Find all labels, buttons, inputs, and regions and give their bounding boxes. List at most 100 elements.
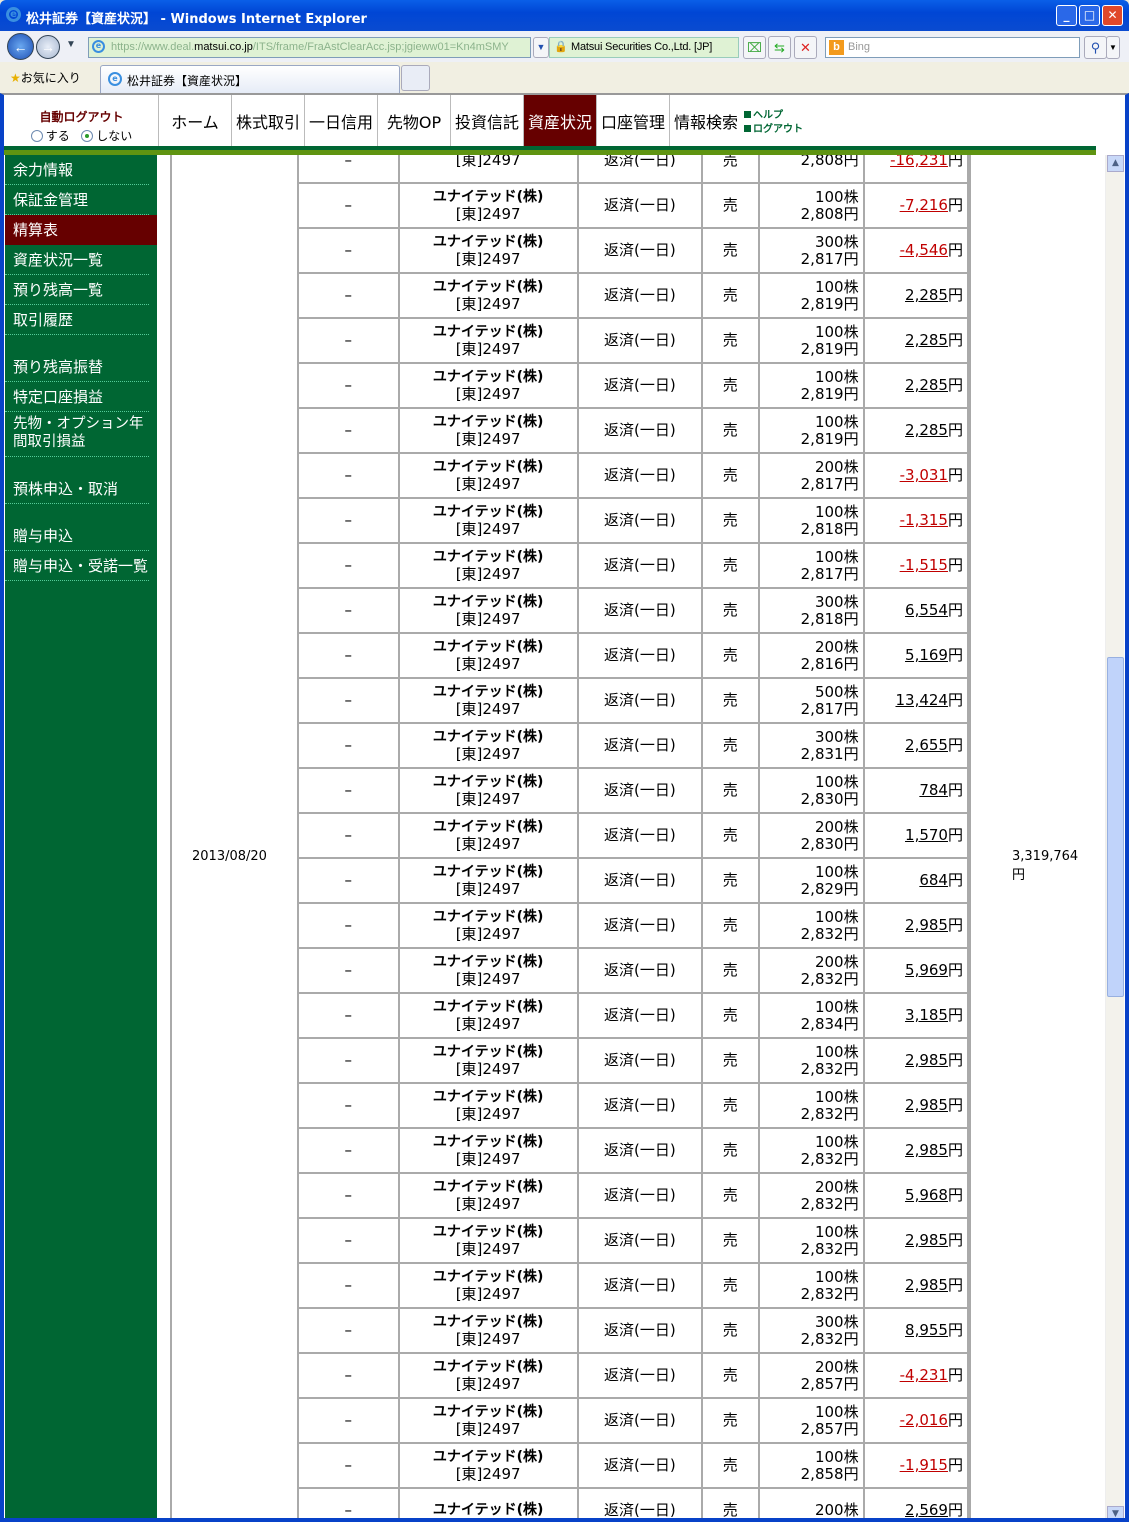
sidebar-item[interactable]: 特定口座損益: [5, 382, 149, 412]
auto-logout-yes[interactable]: する: [30, 129, 70, 143]
nav-item[interactable]: 投資信託: [450, 95, 523, 150]
profit-loss-link[interactable]: 2,285: [905, 421, 948, 439]
cell-trade-type: 返済(一日): [576, 407, 704, 454]
profit-loss-link[interactable]: -4,231: [899, 1366, 948, 1384]
cell-dash: –: [297, 722, 400, 769]
profit-loss-link[interactable]: -2,016: [899, 1411, 948, 1429]
cell-qty-price: 100株 2,817円: [757, 542, 865, 589]
yen-unit: 円: [947, 646, 963, 664]
back-button[interactable]: ←: [7, 33, 34, 60]
nav-item[interactable]: ホーム: [158, 95, 231, 150]
profit-loss-link[interactable]: 2,285: [905, 376, 948, 394]
nav-item[interactable]: 口座管理: [596, 95, 669, 150]
sidebar-item[interactable]: 取引履歴: [5, 305, 149, 335]
sidebar-item[interactable]: 贈与申込・受諾一覧: [5, 551, 149, 581]
nav-item[interactable]: 先物OP: [377, 95, 450, 150]
stop-icon[interactable]: ✕: [794, 36, 817, 59]
profit-loss-link[interactable]: 2,985: [905, 1096, 948, 1114]
address-bar[interactable]: e https://www.deal.matsui.co.jp/ITS/fram…: [88, 37, 531, 58]
compatibility-view-icon[interactable]: ⌧: [743, 36, 766, 59]
profit-loss-link[interactable]: -4,546: [899, 241, 948, 259]
profit-loss-link[interactable]: 5,968: [905, 1186, 948, 1204]
favorites-button[interactable]: ★お気に入り: [10, 69, 81, 86]
yen-unit: 円: [947, 1231, 963, 1249]
cell-trade-type: 返済(一日): [576, 722, 704, 769]
profit-loss-link[interactable]: 2,985: [905, 1141, 948, 1159]
url-domain: matsui.co.jp: [194, 41, 253, 53]
logout-label: ログアウト: [753, 124, 803, 135]
sidebar-gap: [5, 504, 157, 521]
sidebar-item[interactable]: 余力情報: [5, 155, 149, 185]
new-tab-button[interactable]: [401, 65, 430, 91]
profit-loss-link[interactable]: 1,570: [905, 826, 948, 844]
help-link[interactable]: ヘルプ: [744, 109, 803, 123]
table-row: – [東]2497 返済(一日) 売 2,808円 -16,231円: [297, 155, 970, 184]
profit-loss-link[interactable]: 784: [919, 781, 948, 799]
cell-side: 売: [701, 812, 760, 859]
sidebar-item[interactable]: 預株申込・取消: [5, 474, 149, 504]
refresh-icon[interactable]: ⇆: [768, 36, 791, 59]
profit-loss-link[interactable]: 2,285: [905, 286, 948, 304]
scroll-up-icon[interactable]: ▲: [1107, 155, 1124, 172]
profit-loss-link[interactable]: 5,169: [905, 646, 948, 664]
profit-loss-link[interactable]: -1,915: [899, 1456, 948, 1474]
profit-loss-link[interactable]: 5,969: [905, 961, 948, 979]
minimize-button[interactable]: _: [1056, 5, 1077, 26]
close-button[interactable]: ✕: [1102, 5, 1123, 26]
history-dropdown-icon[interactable]: ▼: [66, 39, 76, 50]
cell-dash: –: [297, 1127, 400, 1174]
nav-item[interactable]: 株式取引: [231, 95, 304, 150]
sidebar-item[interactable]: 保証金管理: [5, 185, 149, 215]
maximize-button[interactable]: □: [1079, 5, 1100, 26]
profit-loss-link[interactable]: 2,285: [905, 331, 948, 349]
profit-loss-link[interactable]: -1,315: [899, 511, 948, 529]
browser-tab[interactable]: e 松井証券【資産状況】: [100, 65, 400, 93]
stock-code: [東]2497: [455, 204, 521, 223]
vertical-scrollbar[interactable]: ▲ ▼: [1105, 155, 1124, 1518]
radio-yes[interactable]: [30, 130, 43, 142]
address-dropdown-icon[interactable]: ▼: [533, 37, 549, 58]
sidebar-item[interactable]: 預り残高一覧: [5, 275, 149, 305]
auto-logout-no[interactable]: しない: [81, 129, 132, 143]
radio-no[interactable]: [81, 130, 94, 142]
logout-link[interactable]: ログアウト: [744, 123, 803, 137]
profit-loss-link[interactable]: -1,515: [899, 556, 948, 574]
search-options-icon[interactable]: ▼: [1106, 36, 1120, 59]
profit-loss-link[interactable]: 13,424: [895, 691, 948, 709]
sidebar-item[interactable]: 贈与申込: [5, 521, 149, 551]
scroll-down-icon[interactable]: ▼: [1107, 1506, 1124, 1518]
scroll-thumb[interactable]: [1107, 657, 1124, 997]
cell-side: 売: [701, 407, 760, 454]
profit-loss-link[interactable]: 8,955: [905, 1321, 948, 1339]
stock-name: ユナイテッド(株): [432, 1223, 544, 1240]
nav-item[interactable]: 資産状況: [523, 95, 596, 150]
quantity: 100株: [814, 862, 859, 881]
sidebar-item[interactable]: 先物・オプション年間取引損益: [5, 412, 149, 457]
nav-item[interactable]: 情報検索: [669, 95, 742, 150]
profit-loss-link[interactable]: 2,985: [905, 916, 948, 934]
nav-item[interactable]: 一日信用: [304, 95, 377, 150]
cell-dash: –: [297, 1172, 400, 1219]
yen-unit: 円: [947, 1321, 963, 1339]
sidebar-item[interactable]: 預り残高振替: [5, 352, 149, 382]
sidebar-item[interactable]: 資産状況一覧: [5, 245, 149, 275]
profit-loss-link[interactable]: 684: [919, 871, 948, 889]
profit-loss-link[interactable]: 2,655: [905, 736, 948, 754]
search-icon[interactable]: ⚲: [1084, 36, 1107, 59]
cell-profit-loss: -4,231円: [862, 1352, 970, 1399]
search-input[interactable]: b Bing: [825, 37, 1080, 58]
profit-loss-link[interactable]: -3,031: [899, 466, 948, 484]
profit-loss-link[interactable]: 3,185: [905, 1006, 948, 1024]
forward-button[interactable]: →: [36, 35, 60, 59]
security-certificate[interactable]: 🔒 Matsui Securities Co.,Ltd. [JP]: [549, 37, 739, 58]
sidebar-item[interactable]: 精算表: [5, 215, 157, 245]
profit-loss-link[interactable]: 2,985: [905, 1276, 948, 1294]
profit-loss-link[interactable]: 6,554: [905, 601, 948, 619]
profit-loss-link[interactable]: -16,231: [890, 155, 948, 169]
profit-loss-link[interactable]: 2,985: [905, 1051, 948, 1069]
cell-stock: ユナイテッド(株) [東]2497: [397, 812, 579, 859]
profit-loss-link[interactable]: 2,985: [905, 1231, 948, 1249]
price: 2,816円: [800, 654, 859, 673]
profit-loss-link[interactable]: -7,216: [899, 196, 948, 214]
profit-loss-link[interactable]: 2,569: [905, 1501, 948, 1519]
